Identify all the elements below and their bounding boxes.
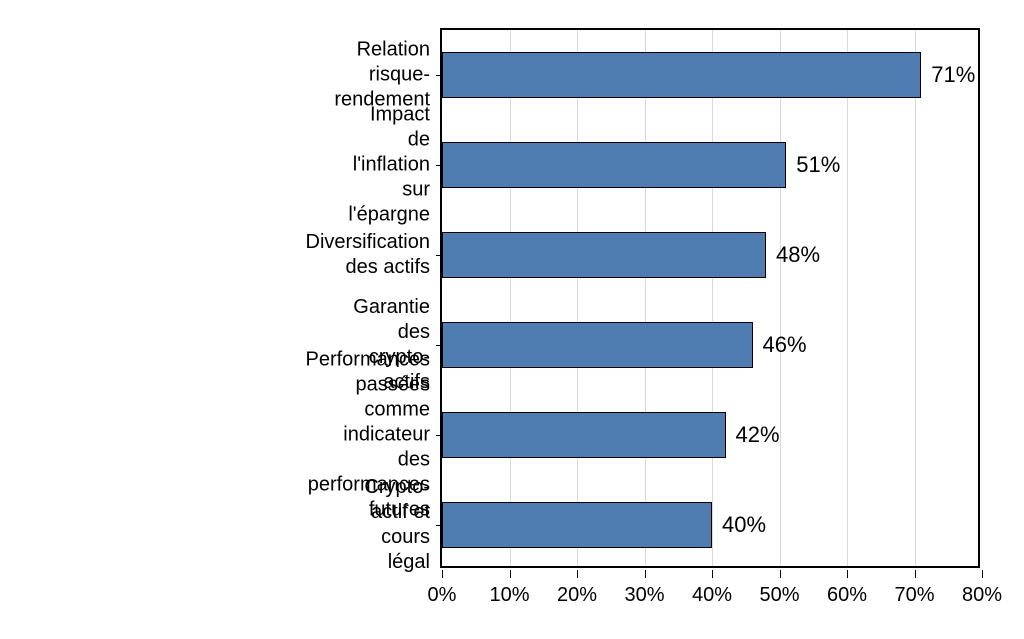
plot-area: 0%10%20%30%40%50%60%70%80%71%Relation ri… [440,28,980,568]
x-tick-label: 60% [827,584,867,607]
gridline [780,30,781,566]
x-tick [847,570,848,578]
bar-value-label: 71% [931,62,975,88]
gridline [510,30,511,566]
x-tick-label: 80% [962,584,1002,607]
x-tick-label: 30% [624,584,664,607]
x-tick [712,570,713,578]
bar [442,232,766,279]
x-tick-label: 40% [692,584,732,607]
x-tick [442,570,443,578]
bar-row: 42%Performances passées comme indicateur… [442,412,978,459]
x-tick [915,570,916,578]
bar [442,412,726,459]
x-tick [645,570,646,578]
bar-value-label: 51% [796,152,840,178]
gridline [712,30,713,566]
x-tick-label: 70% [894,584,934,607]
x-tick [982,570,983,578]
x-tick [510,570,511,578]
bar-row: 46%Garantie des crypto-actifs [442,322,978,369]
bar [442,322,753,369]
category-label: Diversification des actifs [306,230,442,280]
gridline [847,30,848,566]
x-tick-label: 50% [759,584,799,607]
bar-row: 40%Crypto-actif et cours légal [442,502,978,549]
x-tick [780,570,781,578]
category-label: Relation risque-rendement [334,37,442,112]
x-tick-label: 0% [428,584,457,607]
x-tick [577,570,578,578]
x-tick-label: 20% [557,584,597,607]
x-tick-label: 10% [489,584,529,607]
bar-chart: 0%10%20%30%40%50%60%70%80%71%Relation ri… [0,0,1024,639]
bar-row: 71%Relation risque-rendement [442,52,978,99]
bar-row: 51%Impact de l'inflation sur l'épargne [442,142,978,189]
bar-row: 48%Diversification des actifs [442,232,978,279]
bar-value-label: 48% [776,242,820,268]
bar [442,52,921,99]
bar [442,142,786,189]
bar-value-label: 40% [722,512,766,538]
bar-value-label: 42% [736,422,780,448]
bar-value-label: 46% [763,332,807,358]
category-label: Impact de l'inflation sur l'épargne [348,102,442,227]
gridline [645,30,646,566]
gridline [915,30,916,566]
category-label: Crypto-actif et cours légal [364,475,442,575]
gridline [577,30,578,566]
bar [442,502,712,549]
